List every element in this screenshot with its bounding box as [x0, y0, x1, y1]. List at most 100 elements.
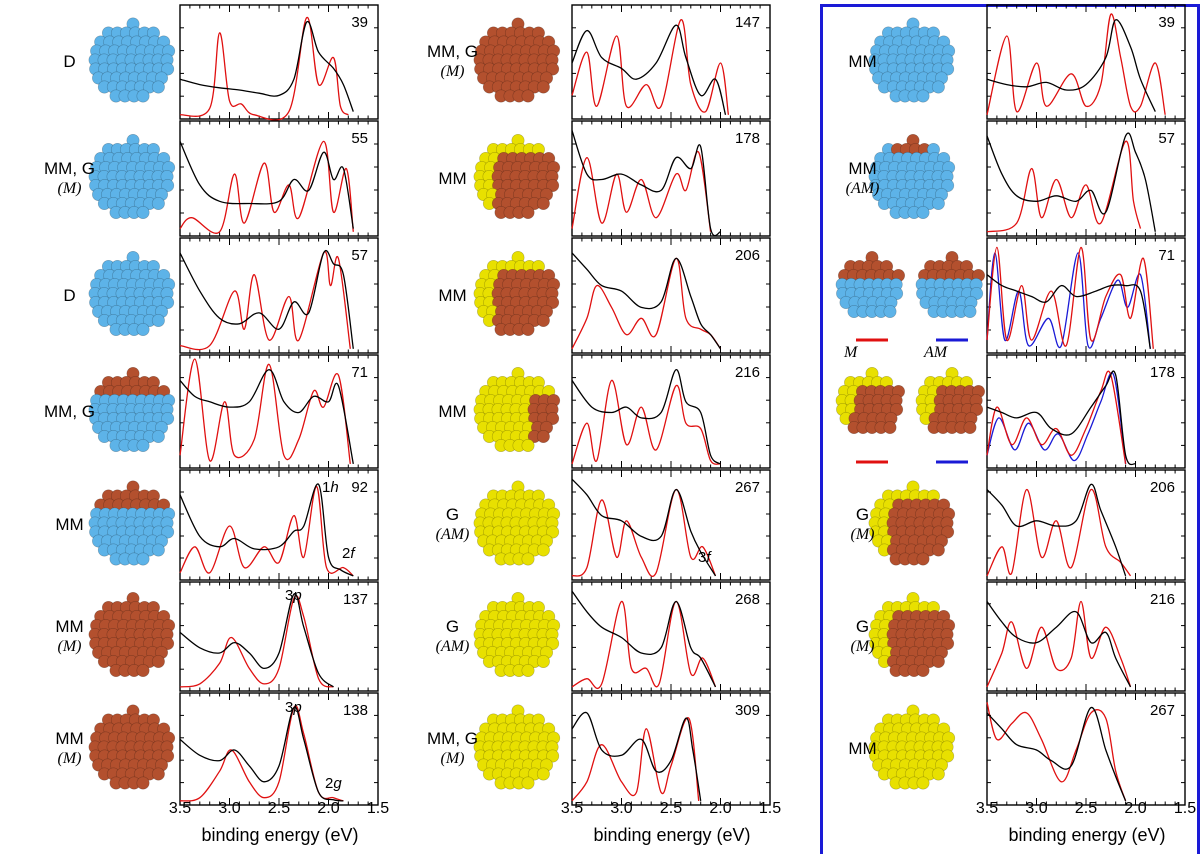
atom-sphere [161, 295, 175, 309]
structure-motif: (AM) [845, 179, 880, 197]
structure-label: MM, G (M) [22, 159, 117, 199]
theory-spectrum [571, 717, 700, 802]
experimental-spectrum [571, 711, 702, 801]
x-tick-label: 2.5 [1075, 800, 1097, 817]
atom-sphere [970, 286, 984, 300]
experimental-spectrum [571, 252, 722, 350]
atom-sphere [521, 89, 535, 103]
atom-sphere [136, 438, 150, 452]
cluster-size-label: 178 [1150, 364, 1175, 381]
cluster-size-label: 267 [1150, 702, 1175, 719]
cluster-size-label: 57 [351, 247, 368, 264]
structure-type: MM, G [44, 158, 95, 178]
structure-label: G (M) [815, 617, 910, 657]
structure-type: D [63, 285, 76, 305]
experimental-spectrum [986, 483, 1127, 577]
cluster-size-label: 55 [351, 130, 368, 147]
atom-sphere [970, 402, 984, 416]
cluster-size-label: 138 [343, 702, 368, 719]
structure-label: MM (M) [22, 617, 117, 657]
experimental-spectrum [571, 478, 717, 577]
structure-label: G (M) [815, 505, 910, 545]
structure-motif: (AM) [435, 526, 470, 543]
theory-spectrum [986, 246, 1154, 349]
structure-type: MM, G [44, 401, 95, 421]
atom-sphere [883, 304, 897, 318]
atom-sphere [161, 749, 175, 763]
cluster-image-m [835, 251, 906, 318]
atom-sphere [536, 313, 550, 327]
structure-type: G [445, 616, 460, 636]
structure-type: MM, G [427, 42, 478, 61]
atom-sphere [536, 429, 550, 443]
structure-label: MM, G (M) [405, 729, 500, 769]
atom-sphere [546, 411, 560, 425]
theory-spectrum-am [986, 252, 1151, 349]
theory-spectrum [571, 257, 722, 350]
x-axis-label-col3: binding energy (eV) [1008, 825, 1166, 845]
structure-motif: (M) [57, 637, 82, 655]
cluster-image [868, 17, 956, 103]
plot-frame [986, 120, 1186, 237]
theory-spectrum [179, 16, 349, 121]
theory-spectrum [179, 705, 344, 802]
x-tick-label: 2.0 [317, 800, 339, 817]
theory-spectrum [986, 13, 1166, 115]
theory-spectrum [571, 488, 717, 578]
cluster-size-label: 57 [1158, 130, 1175, 147]
atom-sphere [136, 552, 150, 566]
atom-sphere [916, 776, 930, 790]
atom-sphere [546, 749, 560, 763]
structure-type: MM [438, 401, 467, 421]
x-tick-label: 3.0 [610, 800, 632, 817]
x-tick-label: 3.0 [1025, 800, 1047, 817]
atom-sphere [151, 654, 165, 668]
structure-label: D [22, 286, 117, 306]
experimental-spectrum [179, 483, 354, 577]
theory-spectrum [571, 151, 712, 232]
atom-sphere [536, 767, 550, 781]
structure-motif: (AM) [435, 637, 470, 655]
structure-motif: (M) [57, 179, 82, 197]
structure-type: D [63, 52, 76, 71]
x-tick-label: 3.5 [976, 800, 998, 817]
experimental-spectrum [986, 132, 1156, 232]
structure-label: MM, G [22, 402, 117, 422]
x-axis-label-col1: binding energy (eV) [201, 825, 359, 845]
cluster-size-label: 216 [1150, 591, 1175, 608]
plot-frame [179, 469, 379, 581]
atom-sphere [941, 749, 955, 763]
plot-frame [179, 4, 379, 120]
atom-sphere [521, 663, 535, 677]
atom-sphere [963, 420, 977, 434]
atom-sphere [931, 197, 945, 211]
atom-sphere [941, 525, 955, 539]
atom-sphere [931, 80, 945, 94]
cluster-size-label: 178 [735, 130, 760, 147]
atom-sphere [916, 89, 930, 103]
theory-spectrum [986, 702, 1127, 802]
peak-label: 3p [285, 699, 302, 716]
cluster-size-label: 71 [351, 364, 368, 381]
structure-motif: (M) [850, 526, 875, 543]
atom-sphere [931, 767, 945, 781]
cluster-size-label: 137 [343, 591, 368, 608]
cluster-size-label: 268 [735, 591, 760, 608]
cluster-image [868, 591, 956, 677]
theory-spectrum [179, 595, 334, 688]
theory-spectrum [179, 358, 351, 464]
atom-sphere [161, 636, 175, 650]
structure-type: MM [438, 285, 467, 305]
theory-spectrum [179, 140, 354, 234]
cluster-image-am [915, 366, 986, 434]
structure-label: MM [22, 515, 117, 535]
structure-motif: (M) [57, 750, 82, 767]
atom-sphere [151, 429, 165, 443]
legend-struct-label: M [843, 344, 859, 361]
experimental-spectrum [571, 590, 717, 688]
structure-type: MM [848, 158, 877, 178]
cluster-image [868, 480, 956, 566]
theory-spectrum [179, 251, 351, 351]
cluster-image-m [835, 366, 906, 434]
atom-sphere [931, 543, 945, 557]
